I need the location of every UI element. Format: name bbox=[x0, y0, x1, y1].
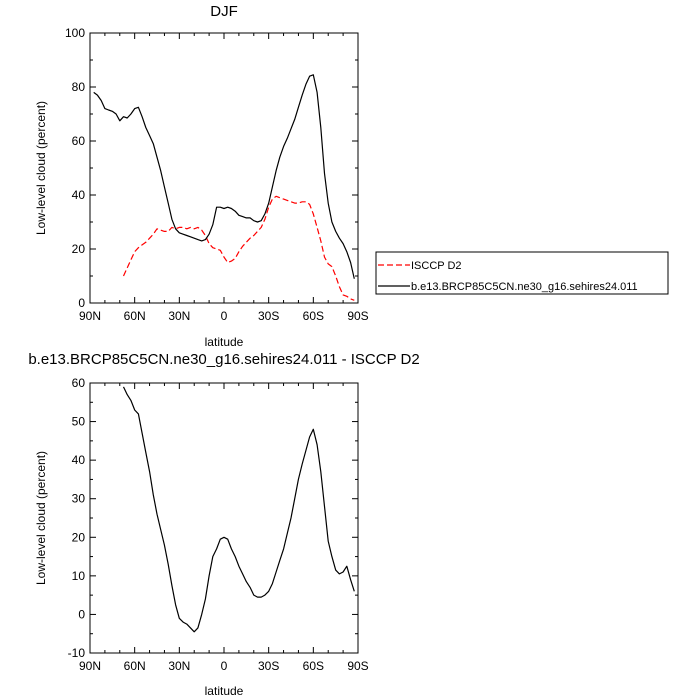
chart-bottom-frame bbox=[89, 382, 359, 654]
x-tick-label: 0 bbox=[221, 309, 228, 323]
y-tick-label: 0 bbox=[78, 607, 85, 621]
y-tick-label: 30 bbox=[72, 492, 86, 506]
chart-bottom-series-lines bbox=[122, 386, 355, 633]
legend-label-isccp-d2: ISCCP D2 bbox=[411, 260, 462, 272]
y-tick-label: 10 bbox=[72, 569, 86, 583]
y-tick-label: 100 bbox=[65, 26, 85, 40]
y-tick-label: 50 bbox=[72, 415, 86, 429]
y-tick-label: 60 bbox=[72, 134, 86, 148]
x-tick-label: 60S bbox=[303, 309, 324, 323]
x-tick-label: 90S bbox=[347, 659, 368, 673]
chart-top-y-axis-label: Low-level cloud (percent) bbox=[34, 101, 48, 235]
x-tick-label: 30N bbox=[168, 309, 190, 323]
series-line-top-0 bbox=[122, 195, 355, 301]
x-tick-label: 0 bbox=[221, 659, 228, 673]
chart-bottom-y-axis-label: Low-level cloud (percent) bbox=[34, 451, 48, 585]
legend-box bbox=[375, 251, 669, 295]
chart-top-series-lines bbox=[93, 74, 355, 301]
chart-bottom-x-axis-label: latitude bbox=[205, 684, 244, 698]
x-tick-label: 90N bbox=[79, 309, 101, 323]
x-tick-label: 60S bbox=[303, 659, 324, 673]
chart-bottom-y-ticks: -10 0 10 20 30 40 50 60 bbox=[68, 376, 358, 660]
y-tick-label: 20 bbox=[72, 530, 86, 544]
x-tick-label: 30S bbox=[258, 659, 279, 673]
x-tick-label: 30S bbox=[258, 309, 279, 323]
y-tick-label: -10 bbox=[68, 646, 86, 660]
chart-top-title: DJF bbox=[210, 3, 238, 20]
chart-bottom-title: b.e13.BRCP85C5CN.ne30_g16.sehires24.011 … bbox=[28, 351, 419, 368]
x-tick-label: 60N bbox=[124, 659, 146, 673]
series-line-top-1 bbox=[93, 74, 355, 279]
chart-top-legend: ISCCP D2 b.e13.BRCP85C5CN.ne30_g16.sehir… bbox=[375, 251, 669, 295]
y-tick-label: 0 bbox=[78, 296, 85, 310]
y-tick-label: 20 bbox=[72, 242, 86, 256]
chart-top-x-axis-label: latitude bbox=[205, 335, 244, 349]
x-tick-label: 30N bbox=[168, 659, 190, 673]
y-tick-label: 40 bbox=[72, 453, 86, 467]
x-tick-label: 90N bbox=[79, 659, 101, 673]
y-tick-label: 60 bbox=[72, 376, 86, 390]
chart-bottom: b.e13.BRCP85C5CN.ne30_g16.sehires24.011 … bbox=[28, 351, 419, 698]
y-tick-label: 40 bbox=[72, 188, 86, 202]
chart-top-frame bbox=[89, 32, 359, 304]
x-tick-label: 60N bbox=[124, 309, 146, 323]
chart-bottom-x-ticks: 90N 60N 30N 0 30S 60S 90S bbox=[79, 383, 369, 673]
chart-top: DJF 90N 60N 30N 0 30S 60S 90S 0 20 40 60 80 100 lat… bbox=[34, 3, 669, 349]
x-tick-label: 90S bbox=[347, 309, 368, 323]
chart-top-y-ticks: 0 20 40 60 80 100 bbox=[65, 26, 358, 310]
chart-top-x-ticks: 90N 60N 30N 0 30S 60S 90S bbox=[79, 33, 369, 323]
y-tick-label: 80 bbox=[72, 80, 86, 94]
series-line-bottom-0 bbox=[122, 386, 355, 633]
legend-label-model: b.e13.BRCP85C5CN.ne30_g16.sehires24.011 bbox=[411, 281, 638, 293]
